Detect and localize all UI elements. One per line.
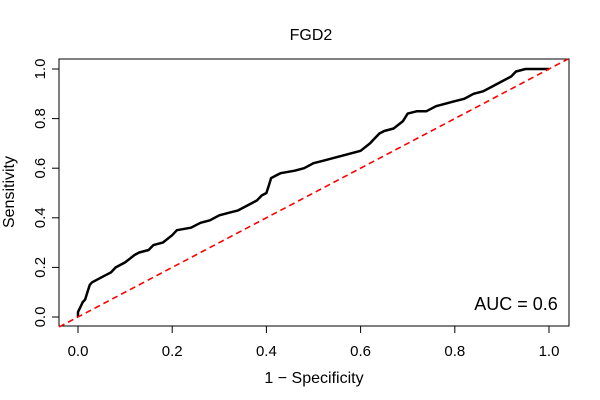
x-tick-label: 1.0 — [539, 343, 560, 360]
y-tick-label: 0.6 — [32, 158, 49, 179]
roc-curve — [76, 67, 549, 317]
x-tick-label: 0.8 — [444, 343, 465, 360]
x-axis-label: 1 − Specificity — [264, 370, 363, 387]
y-tick-label: 0.8 — [32, 108, 49, 129]
y-tick-label: 0.0 — [32, 307, 49, 328]
y-axis-label: Sensitivity — [1, 156, 18, 228]
x-tick-label: 0.0 — [68, 343, 89, 360]
auc-annotation: AUC = 0.6 — [474, 294, 558, 314]
series-layer — [58, 58, 569, 328]
chance-line — [58, 58, 569, 328]
y-tick-label: 1.0 — [32, 59, 49, 80]
chart-title: FGD2 — [290, 27, 333, 44]
y-axis: 0.0 0.2 0.4 0.6 0.8 1.0 — [32, 59, 60, 328]
plot-frame — [58, 58, 570, 327]
y-tick-label: 0.2 — [32, 257, 49, 278]
x-tick-label: 0.4 — [256, 343, 277, 360]
x-axis: 0.0 0.2 0.4 0.6 0.8 1.0 — [68, 325, 560, 360]
y-tick-label: 0.4 — [32, 207, 49, 228]
x-tick-label: 0.2 — [162, 343, 183, 360]
x-tick-label: 0.6 — [350, 343, 371, 360]
